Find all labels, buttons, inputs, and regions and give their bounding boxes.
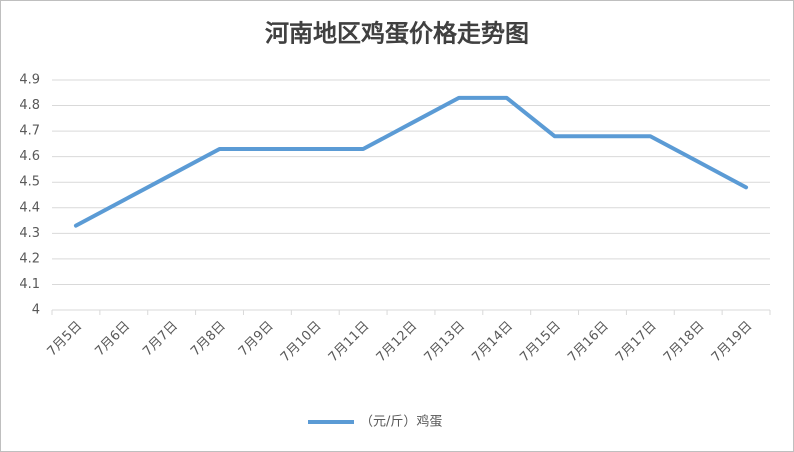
y-tick-label: 4.4 bbox=[19, 200, 40, 215]
y-tick-label: 4 bbox=[32, 303, 40, 318]
y-tick-label: 4.7 bbox=[19, 124, 40, 139]
y-tick-label: 4.6 bbox=[19, 149, 40, 164]
legend-label: （元/斤）鸡蛋 bbox=[360, 414, 442, 430]
y-tick-label: 4.1 bbox=[19, 277, 40, 292]
chart-title: 河南地区鸡蛋价格走势图 bbox=[265, 20, 529, 48]
y-tick-label: 4.9 bbox=[19, 73, 40, 88]
y-tick-label: 4.2 bbox=[19, 251, 40, 266]
y-tick-label: 4.5 bbox=[19, 175, 40, 190]
y-tick-label: 4.3 bbox=[19, 226, 40, 241]
y-tick-label: 4.8 bbox=[19, 98, 40, 113]
line bbox=[73, 95, 749, 228]
